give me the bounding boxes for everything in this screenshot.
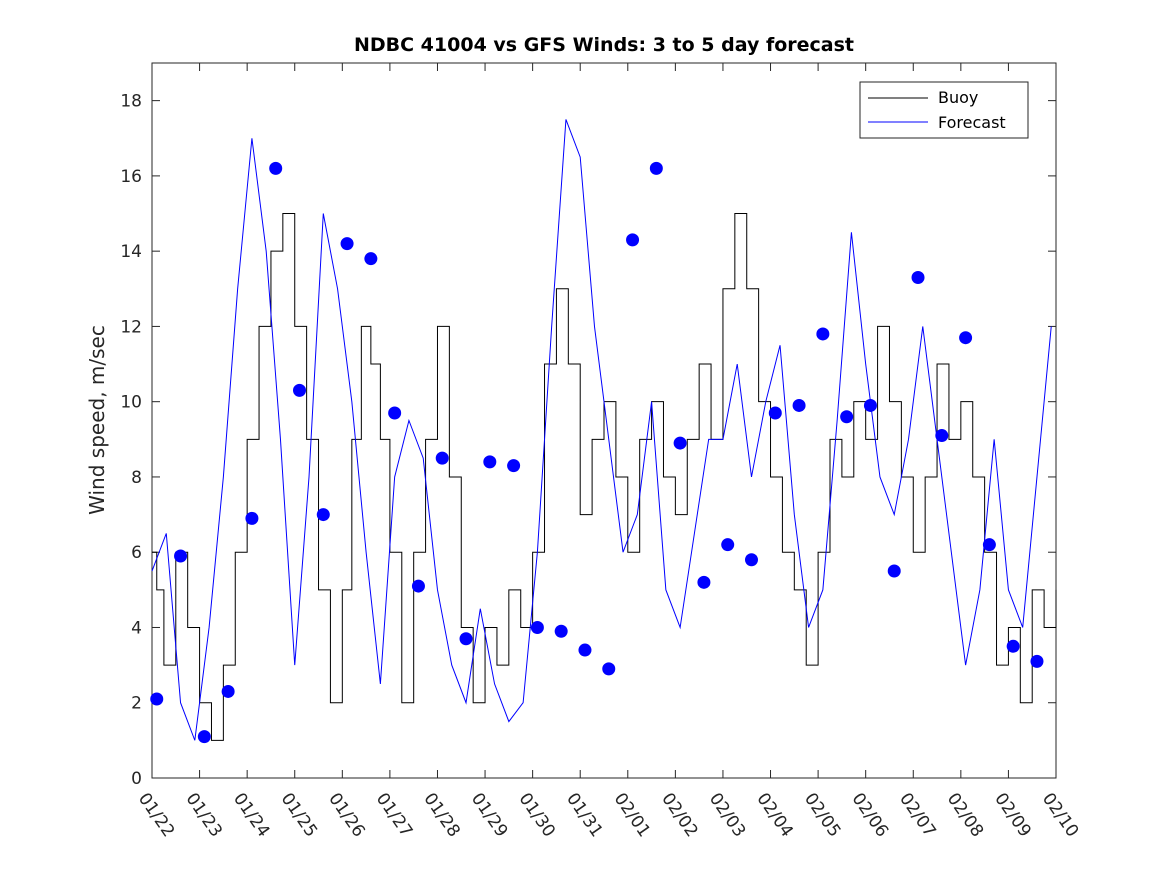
forecast-point — [673, 436, 687, 450]
forecast-point — [602, 662, 616, 676]
forecast-point — [316, 508, 330, 522]
legend-forecast-label: Forecast — [938, 113, 1006, 132]
y-axis-ticks: 0 2 4 6 8 10 12 14 16 18 — [120, 92, 1056, 789]
x-tick-label: 02/03 — [705, 789, 749, 841]
x-tick-label: 02/09 — [990, 789, 1034, 841]
forecast-point — [174, 549, 188, 563]
y-tick-label: 0 — [131, 769, 142, 789]
y-tick-label: 14 — [120, 242, 142, 262]
forecast-point — [744, 553, 758, 567]
x-tick-label: 01/27 — [372, 789, 416, 841]
forecast-point — [340, 237, 354, 251]
forecast-point — [197, 730, 211, 744]
y-axis-label: Wind speed, m/sec — [85, 325, 109, 515]
x-tick-label: 02/02 — [657, 789, 701, 841]
legend-buoy-label: Buoy — [938, 88, 978, 107]
forecast-point — [816, 327, 830, 341]
x-tick-label: 02/10 — [1038, 789, 1082, 841]
y-tick-label: 2 — [131, 694, 142, 714]
y-tick-label: 8 — [131, 468, 142, 488]
x-tick-label: 01/25 — [277, 789, 321, 841]
x-tick-label: 01/23 — [181, 789, 225, 841]
forecast-point — [150, 692, 164, 706]
forecast-point — [887, 564, 901, 578]
forecast-point — [911, 271, 925, 284]
x-tick-label: 01/29 — [467, 789, 511, 841]
x-tick-label: 01/26 — [324, 789, 368, 841]
y-tick-label: 4 — [131, 618, 142, 638]
forecast-point — [697, 575, 711, 589]
forecast-point — [768, 406, 782, 420]
forecast-point — [1030, 654, 1044, 668]
forecast-point — [507, 459, 521, 473]
legend: Buoy Forecast — [859, 81, 1029, 139]
forecast-point — [459, 632, 473, 646]
forecast-point — [388, 406, 402, 420]
forecast-points — [150, 161, 1044, 744]
x-tick-label: 01/28 — [419, 789, 463, 841]
forecast-point — [578, 643, 592, 657]
chart-title: NDBC 41004 vs GFS Winds: 3 to 5 day fore… — [354, 34, 854, 56]
forecast-point — [435, 451, 449, 465]
x-tick-label: 02/05 — [800, 789, 844, 841]
forecast-point — [411, 579, 425, 593]
x-tick-label: 02/01 — [610, 789, 654, 841]
y-tick-label: 10 — [120, 393, 142, 413]
x-tick-label: 01/31 — [562, 789, 606, 841]
y-tick-label: 6 — [131, 543, 142, 563]
forecast-point — [721, 538, 735, 552]
y-tick-label: 18 — [120, 92, 142, 112]
forecast-point — [840, 410, 854, 424]
forecast-point — [1006, 639, 1020, 653]
x-tick-label: 01/30 — [515, 789, 559, 841]
forecast-point — [863, 398, 877, 412]
forecast-line — [151, 119, 1052, 741]
forecast-point — [483, 455, 497, 469]
forecast-point — [221, 684, 235, 698]
forecast-point — [792, 398, 806, 412]
forecast-point — [959, 331, 973, 345]
legend-box — [859, 81, 1029, 139]
forecast-point — [269, 161, 283, 175]
forecast-point — [364, 252, 378, 266]
forecast-point — [649, 161, 663, 175]
y-tick-label: 16 — [120, 167, 142, 187]
forecast-series — [151, 119, 1052, 741]
forecast-point — [554, 624, 568, 638]
x-tick-label: 02/08 — [943, 789, 987, 841]
x-tick-label: 02/06 — [848, 789, 892, 841]
x-tick-label: 01/24 — [229, 789, 273, 841]
forecast-point — [982, 538, 996, 552]
y-tick-label: 12 — [120, 317, 142, 337]
x-tick-label: 02/04 — [752, 789, 796, 841]
x-tick-label: 01/22 — [134, 789, 178, 841]
x-tick-label: 02/07 — [895, 789, 939, 841]
forecast-point — [626, 233, 640, 247]
forecast-point — [935, 429, 949, 443]
forecast-point — [292, 383, 306, 397]
forecast-point — [530, 620, 544, 634]
forecast-point — [245, 511, 259, 525]
